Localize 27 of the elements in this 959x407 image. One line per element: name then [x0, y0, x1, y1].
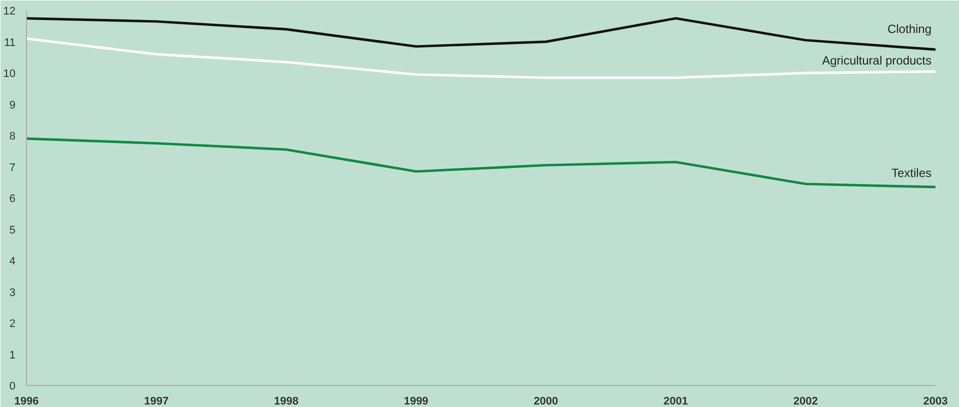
- y-tick-label: 10: [3, 68, 16, 80]
- y-tick-label: 4: [9, 256, 16, 268]
- y-tick-label: 5: [9, 224, 16, 236]
- y-tick-label: 7: [9, 162, 16, 174]
- series-label: Agricultural products: [822, 53, 932, 68]
- x-tick-label: 1999: [404, 396, 428, 407]
- x-tick-label: 2000: [534, 396, 558, 407]
- line-series: [26, 137, 936, 188]
- series-label: Textiles: [891, 166, 932, 180]
- y-tick-label: 9: [9, 99, 16, 112]
- y-tick-label: 11: [4, 36, 16, 49]
- y-tick-label: 8: [9, 130, 16, 142]
- line-series: [26, 37, 936, 79]
- y-tick-label: 0: [9, 380, 16, 392]
- x-tick-label: 2002: [793, 396, 818, 407]
- x-tick-label: 1996: [14, 396, 39, 407]
- y-tick-label: 6: [9, 193, 16, 205]
- x-tick-label: 2001: [664, 396, 688, 407]
- line-series: [26, 17, 936, 51]
- x-tick-label: 1997: [144, 396, 169, 407]
- y-tick-label: 12: [3, 6, 16, 18]
- y-tick-label: 3: [9, 286, 16, 299]
- series-label: Clothing: [887, 22, 932, 36]
- x-tick-label: 2003: [923, 396, 948, 407]
- y-tick-label: 1: [9, 349, 16, 362]
- x-tick-label: 1998: [274, 396, 298, 407]
- y-tick-label: 2: [9, 318, 16, 330]
